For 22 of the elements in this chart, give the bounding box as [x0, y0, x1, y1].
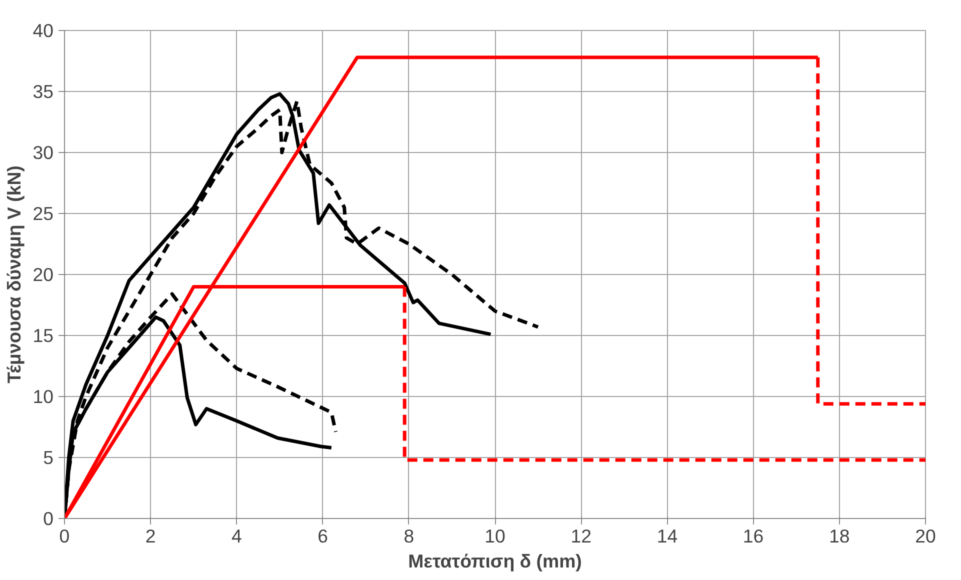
x-tick-label: 14	[656, 526, 678, 546]
y-tick-label: 40	[32, 20, 54, 41]
x-tick-label: 12	[570, 526, 592, 546]
y-tick-label: 20	[32, 264, 54, 285]
x-tick-label: 10	[484, 526, 506, 546]
y-tick-label: 25	[32, 203, 54, 224]
x-tick-label: 18	[829, 526, 850, 546]
y-tick-label: 0	[43, 508, 54, 529]
x-tick-label: 2	[145, 526, 156, 546]
x-axis-title: Μετατόπιση δ (mm)	[408, 550, 582, 572]
y-axis-title: Τέμνουσα δύναμη V (kN)	[4, 166, 25, 384]
y-tick-label: 5	[43, 447, 54, 468]
y-tick-label: 15	[32, 325, 54, 346]
y-tick-label: 10	[32, 386, 54, 407]
y-tick-label: 35	[32, 81, 54, 102]
x-tick-label: 6	[318, 526, 328, 546]
y-tick-label: 30	[32, 142, 54, 163]
x-tick-label: 4	[232, 526, 242, 546]
x-tick-label: 8	[404, 526, 414, 546]
x-tick-label: 20	[915, 526, 936, 546]
x-tick-label: 0	[59, 526, 70, 546]
x-tick-label: 16	[742, 526, 764, 546]
